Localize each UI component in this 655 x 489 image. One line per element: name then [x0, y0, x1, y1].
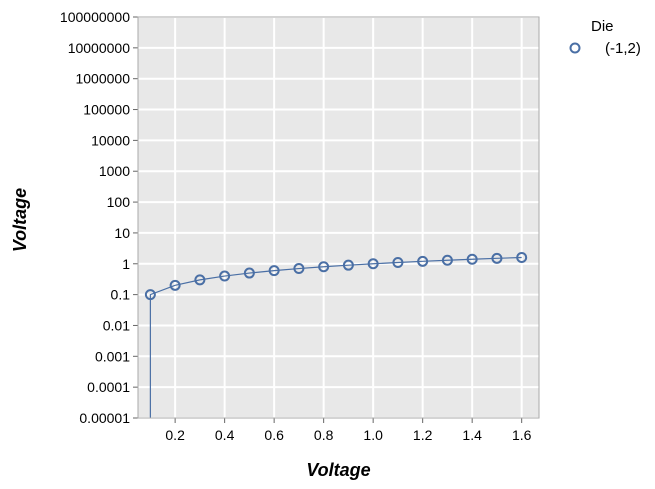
y-tick-label: 0.0001: [87, 379, 130, 395]
y-tick-label: 10: [114, 225, 130, 241]
series: [144, 251, 528, 418]
y-tick-label: 1: [122, 256, 130, 272]
y-tick-label: 0.00001: [79, 410, 130, 426]
legend-title: Die: [591, 18, 614, 35]
y-tick-label: 10000000: [68, 40, 131, 56]
x-tick-label: 0.2: [165, 427, 185, 443]
x-tick-label: 0.8: [314, 427, 334, 443]
data-point: [516, 251, 528, 263]
data-point: [268, 265, 280, 277]
y-axis: 0.00001 0.0001 0.001 0.01 0.1 1 10 100 1000 10000…: [60, 9, 138, 426]
y-tick-label: 0.01: [103, 317, 130, 333]
plot-background: [138, 17, 539, 418]
data-point: [318, 261, 330, 273]
data-point: [194, 274, 206, 286]
x-axis: 0.2 0.4 0.6 0.8 1.0 1.2 1.4 1.6: [165, 418, 532, 443]
y-tick-label: 0.1: [111, 287, 131, 303]
x-tick-label: 1.4: [462, 427, 482, 443]
data-point: [441, 254, 453, 266]
legend: Die (-1,2): [569, 18, 641, 57]
data-point: [367, 258, 379, 270]
series-line: [149, 256, 522, 418]
data-point: [491, 252, 503, 264]
data-point: [293, 263, 305, 275]
y-tick-label: 10000: [91, 132, 130, 148]
x-tick-label: 0.6: [264, 427, 284, 443]
x-tick-label: 1.6: [512, 427, 532, 443]
x-axis-title: Voltage: [306, 460, 370, 480]
data-point: [169, 279, 181, 291]
y-tick-label: 1000: [99, 163, 130, 179]
y-tick-label: 100000: [83, 102, 130, 118]
legend-label: (-1,2): [605, 40, 641, 57]
data-point: [144, 289, 156, 301]
y-tick-label: 1000000: [75, 71, 130, 87]
data-point: [392, 256, 404, 268]
data-point: [342, 259, 354, 271]
y-tick-label: 100000000: [60, 9, 130, 25]
data-point: [466, 253, 478, 265]
data-point: [243, 267, 255, 279]
data-point: [219, 270, 231, 282]
x-tick-label: 1.0: [363, 427, 383, 443]
data-point: [417, 255, 429, 267]
plot-frame: [137, 16, 540, 419]
legend-marker: [569, 42, 581, 54]
y-axis-title: Voltage: [10, 188, 30, 252]
y-tick-label: 0.001: [95, 348, 130, 364]
x-tick-label: 1.2: [413, 427, 433, 443]
y-tick-label: 100: [107, 194, 131, 210]
x-tick-label: 0.4: [215, 427, 235, 443]
